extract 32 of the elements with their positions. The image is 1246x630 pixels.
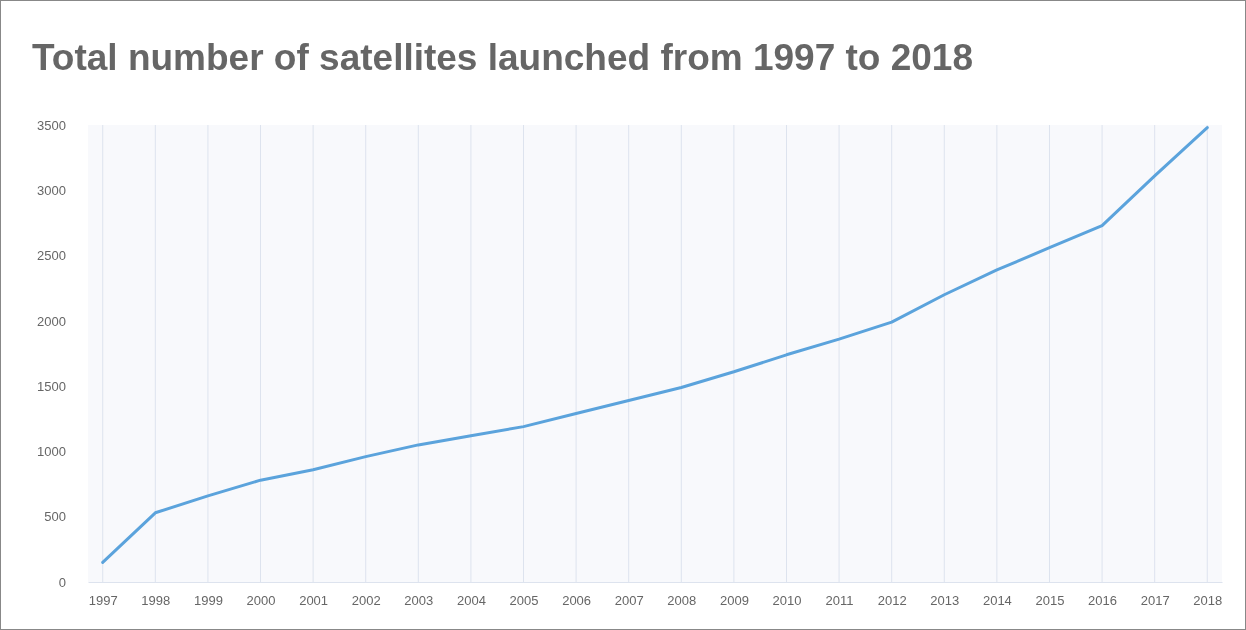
y-tick-label: 1000: [37, 444, 66, 460]
x-tick-label: 2007: [614, 593, 644, 609]
x-tick-label: 2016: [1088, 593, 1118, 609]
y-tick-label: 3000: [37, 182, 66, 198]
x-tick-label: 2015: [1035, 593, 1065, 609]
x-tick-label: 2012: [877, 593, 907, 609]
x-tick-label: 2011: [825, 593, 854, 609]
line-series: [101, 126, 1209, 564]
x-tick-label: 2006: [562, 593, 592, 609]
y-tick-label: 1500: [37, 378, 66, 394]
x-tick-label: 2008: [667, 593, 697, 609]
x-tick-label: 2000: [246, 593, 276, 609]
x-tick-label: 2017: [1140, 593, 1170, 609]
x-tick-label: 2014: [982, 593, 1012, 609]
y-tick-label: 0: [58, 574, 66, 590]
x-tick-label: 2018: [1193, 593, 1223, 609]
x-tick-label: 2010: [772, 593, 802, 609]
x-tick-label: 2003: [404, 593, 434, 609]
y-tick-label: 2000: [37, 313, 66, 329]
x-tick-label: 2002: [351, 593, 381, 609]
y-tick-label: 2500: [37, 248, 66, 264]
x-tick-label: 2005: [509, 593, 539, 609]
x-tick-label: 1999: [193, 593, 223, 609]
y-tick-label: 3500: [37, 117, 66, 133]
x-tick-label: 2004: [456, 593, 486, 609]
x-tick-label: 1997: [88, 593, 118, 609]
x-tick-label: 2009: [719, 593, 749, 609]
y-tick-label: 500: [44, 509, 66, 525]
chart-title: Total number of satellites launched from 1997 to 2018: [32, 37, 974, 78]
x-tick-label: 2013: [930, 593, 960, 609]
x-tick-label: 2001: [299, 593, 329, 609]
x-tick-label: 1998: [141, 593, 171, 609]
